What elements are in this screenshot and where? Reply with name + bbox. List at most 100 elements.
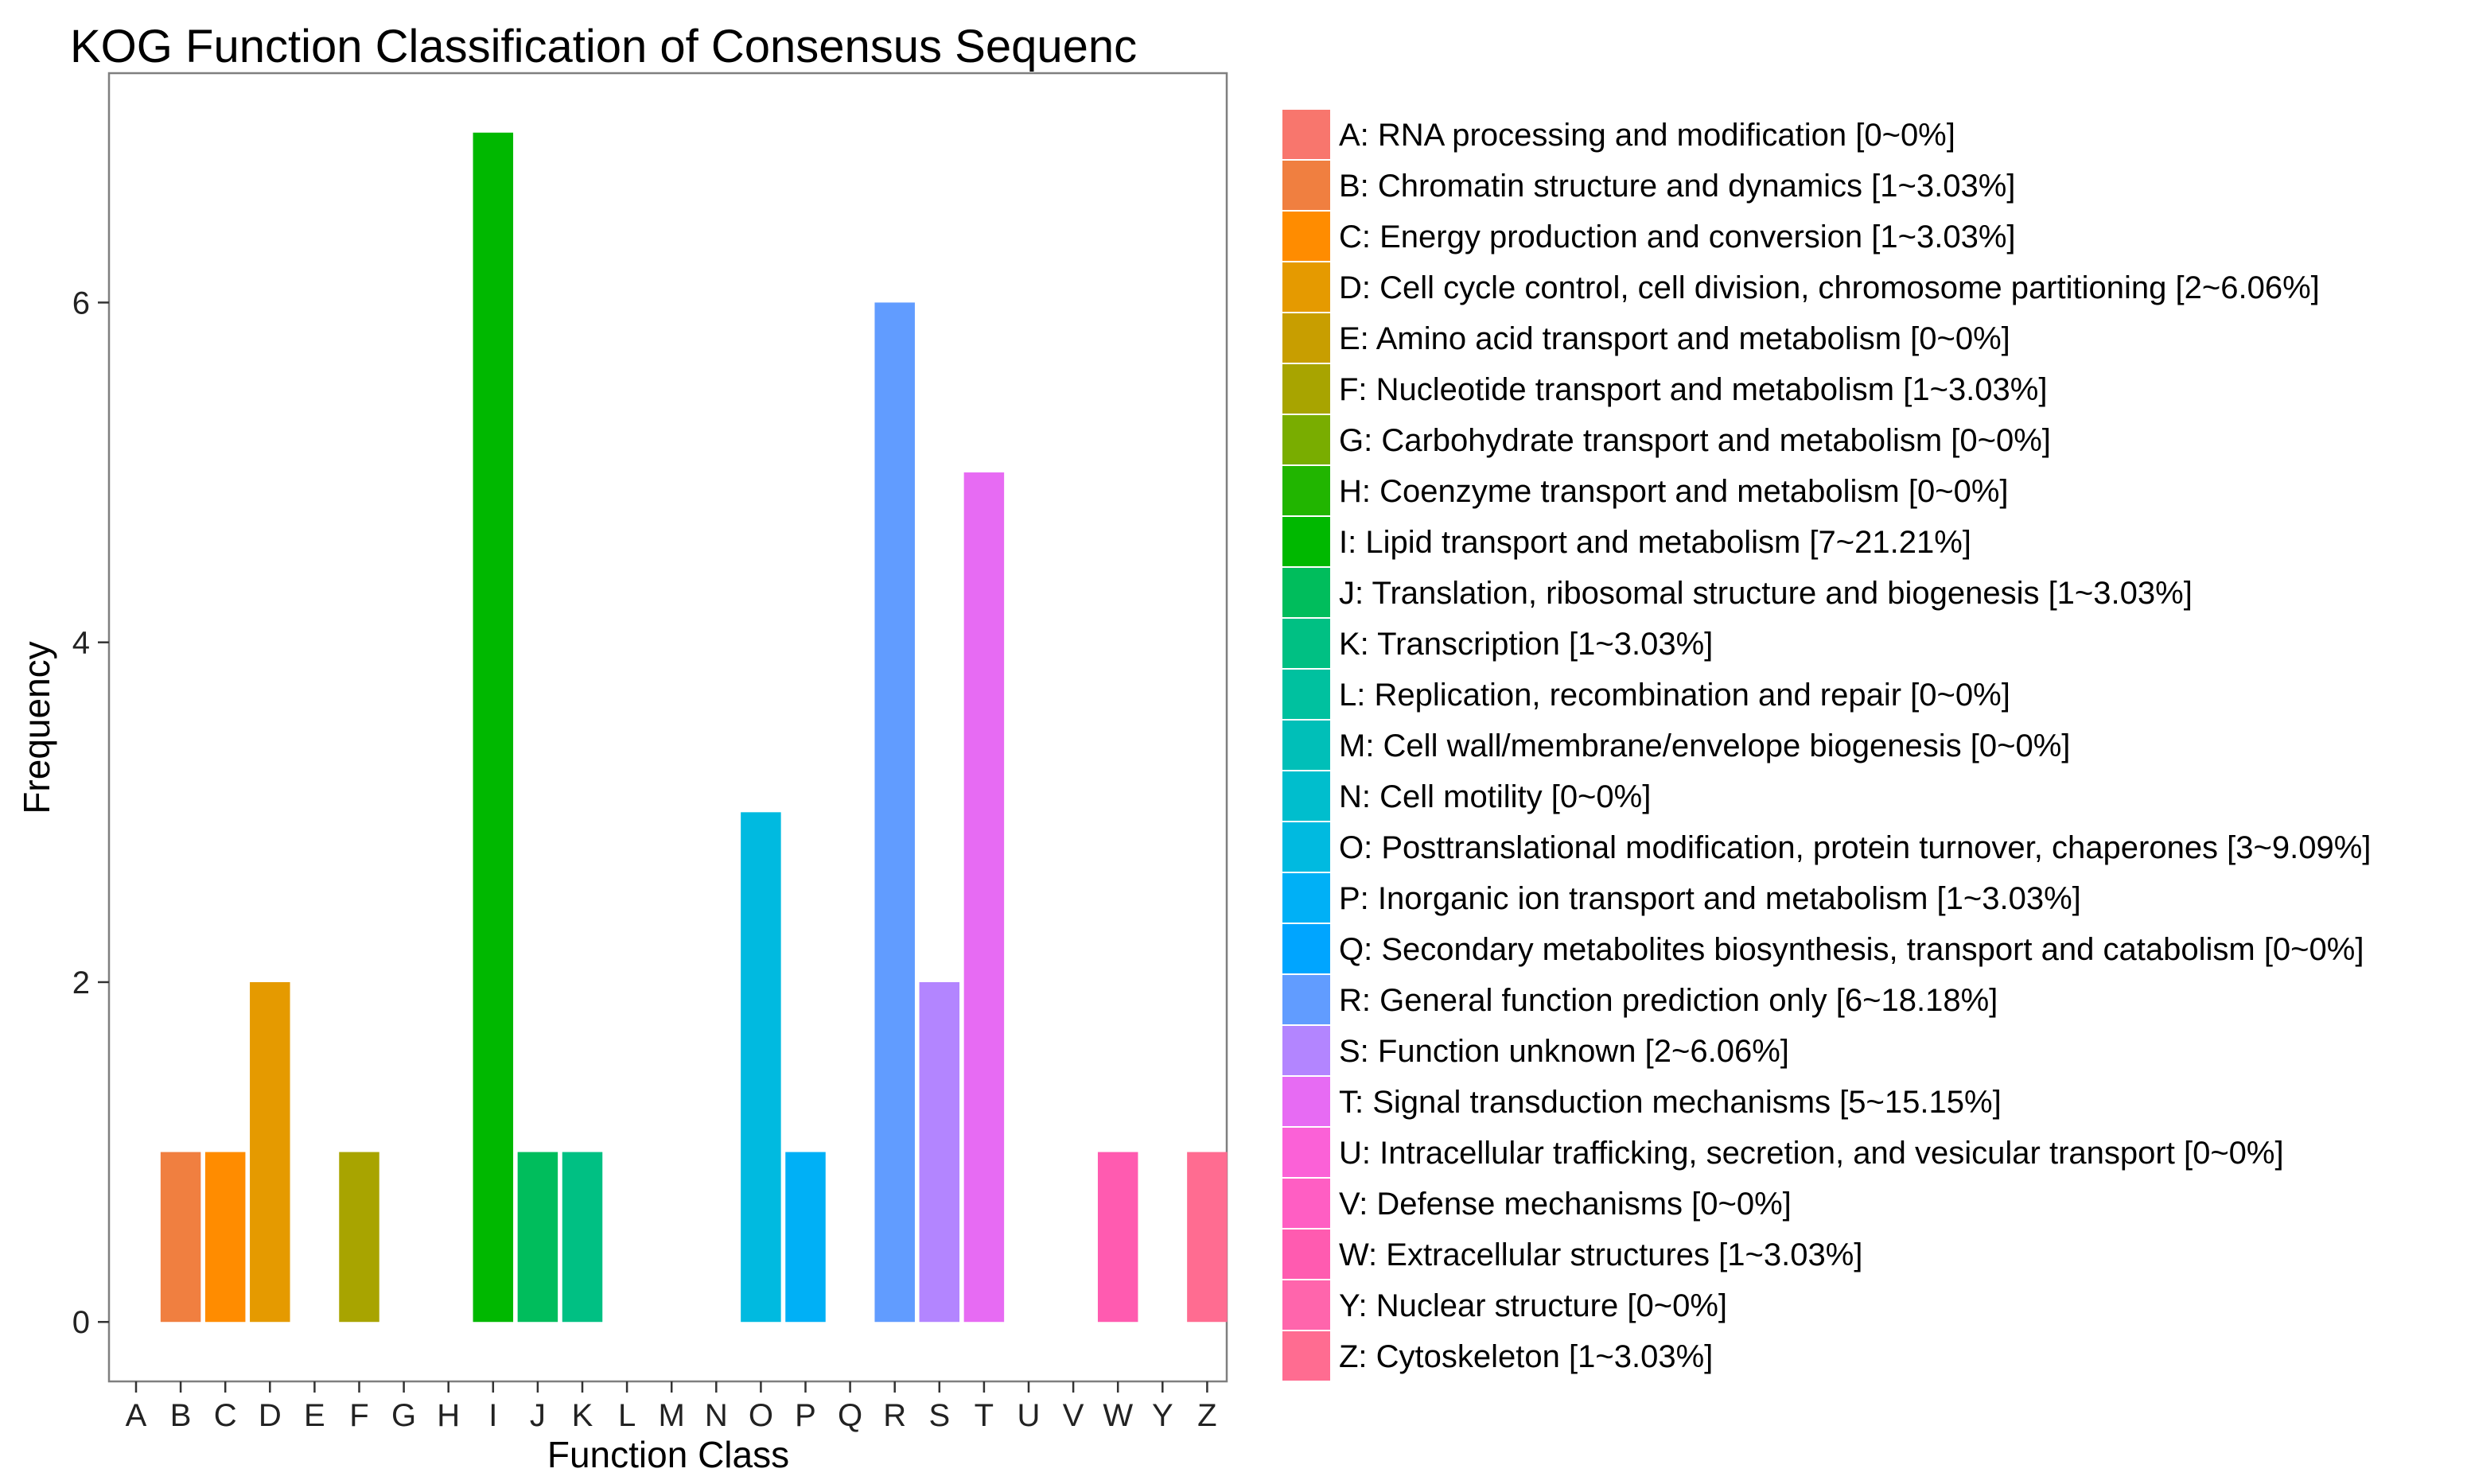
y-tick-label-4: 4 <box>72 626 90 661</box>
x-tick-label-J: J <box>530 1398 546 1433</box>
legend-label-G: G: Carbohydrate transport and metabolism… <box>1339 423 2051 458</box>
legend-label-B: B: Chromatin structure and dynamics [1~3… <box>1339 169 2015 204</box>
legend-label-V: V: Defense mechanisms [0~0%] <box>1339 1187 1792 1222</box>
legend-key-F <box>1281 363 1332 415</box>
legend-key-M <box>1281 719 1332 771</box>
y-tick-label-2: 2 <box>72 965 90 1000</box>
legend-label-Q: Q: Secondary metabolites biosynthesis, t… <box>1339 932 2364 967</box>
y-tick-label-0: 0 <box>72 1305 90 1340</box>
legend-key-C <box>1281 210 1332 262</box>
legend-label-W: W: Extracellular structures [1~3.03%] <box>1339 1237 1862 1272</box>
bar-R <box>874 302 915 1323</box>
y-tick-label-6: 6 <box>72 286 90 320</box>
x-tick-label-N: N <box>705 1398 728 1433</box>
legend: A: RNA processing and modification [0~0%… <box>1281 108 2371 1382</box>
x-tick-label-Y: Y <box>1152 1398 1173 1433</box>
legend-key-A <box>1281 108 1332 161</box>
bar-S <box>919 981 960 1323</box>
x-tick-label-P: P <box>795 1398 816 1433</box>
bar-I <box>473 132 514 1323</box>
legend-key-H <box>1281 464 1332 517</box>
bar-F <box>339 1152 379 1323</box>
x-tick-label-U: U <box>1018 1398 1041 1433</box>
x-tick-label-H: H <box>437 1398 460 1433</box>
legend-key-O <box>1281 821 1332 873</box>
bar-D <box>250 981 290 1323</box>
y-axis: 0 2 4 6 <box>72 286 109 1340</box>
legend-label-S: S: Function unknown [2~6.06%] <box>1339 1034 1789 1069</box>
bar-J <box>517 1152 558 1323</box>
plot-panel <box>107 72 1228 1383</box>
y-axis-label: Frequency <box>16 641 57 814</box>
legend-key-L <box>1281 668 1332 721</box>
legend-key-Z <box>1281 1330 1332 1382</box>
x-tick-label-L: L <box>618 1398 636 1433</box>
legend-key-I <box>1281 515 1332 568</box>
x-tick-label-I: I <box>488 1398 497 1433</box>
legend-key-E <box>1281 312 1332 364</box>
legend-key-V <box>1281 1177 1332 1230</box>
x-tick-label-C: C <box>214 1398 237 1433</box>
legend-key-K <box>1281 617 1332 670</box>
legend-label-O: O: Posttranslational modification, prote… <box>1339 830 2371 865</box>
x-tick-label-R: R <box>883 1398 906 1433</box>
bar-O <box>741 812 781 1323</box>
x-tick-label-F: F <box>349 1398 368 1433</box>
legend-label-M: M: Cell wall/membrane/envelope biogenesi… <box>1339 728 2070 763</box>
legend-label-U: U: Intracellular trafficking, secretion,… <box>1339 1136 2284 1171</box>
x-tick-label-K: K <box>572 1398 593 1433</box>
legend-label-N: N: Cell motility [0~0%] <box>1339 779 1651 814</box>
legend-label-A: A: RNA processing and modification [0~0%… <box>1339 118 1955 153</box>
x-tick-label-T: T <box>975 1398 994 1433</box>
legend-key-Q <box>1281 923 1332 975</box>
legend-label-H: H: Coenzyme transport and metabolism [0~… <box>1339 474 2009 509</box>
x-tick-label-V: V <box>1063 1398 1084 1433</box>
bar-T <box>963 472 1005 1323</box>
x-tick-label-Z: Z <box>1197 1398 1216 1433</box>
legend-label-D: D: Cell cycle control, cell division, ch… <box>1339 270 2320 305</box>
legend-label-I: I: Lipid transport and metabolism [7~21.… <box>1339 525 1971 560</box>
x-tick-label-W: W <box>1103 1398 1133 1433</box>
x-axis-label: Function Class <box>547 1434 789 1475</box>
x-tick-label-Q: Q <box>838 1398 862 1433</box>
legend-label-Y: Y: Nuclear structure [0~0%] <box>1339 1288 1727 1323</box>
bar-Z <box>1187 1152 1228 1323</box>
legend-label-C: C: Energy production and conversion [1~3… <box>1339 219 2016 254</box>
x-tick-label-M: M <box>659 1398 685 1433</box>
x-tick-label-S: S <box>928 1398 950 1433</box>
legend-key-N <box>1281 770 1332 822</box>
bar-C <box>204 1152 246 1323</box>
legend-key-P <box>1281 872 1332 924</box>
legend-key-D <box>1281 261 1332 313</box>
legend-label-K: K: Transcription [1~3.03%] <box>1339 627 1713 662</box>
x-tick-label-G: G <box>391 1398 416 1433</box>
x-tick-label-D: D <box>259 1398 282 1433</box>
legend-label-F: F: Nucleotide transport and metabolism [… <box>1339 372 2047 407</box>
bar-W <box>1097 1152 1138 1323</box>
legend-label-E: E: Amino acid transport and metabolism [… <box>1339 321 2010 356</box>
legend-key-U <box>1281 1126 1332 1179</box>
legend-label-T: T: Signal transduction mechanisms [5~15.… <box>1339 1085 2002 1120</box>
x-tick-label-A: A <box>126 1398 147 1433</box>
legend-key-G <box>1281 414 1332 466</box>
x-tick-label-B: B <box>170 1398 192 1433</box>
legend-label-Z: Z: Cytoskeleton [1~3.03%] <box>1339 1339 1713 1374</box>
x-tick-label-E: E <box>304 1398 325 1433</box>
legend-key-B <box>1281 159 1332 212</box>
bars-group <box>160 132 1228 1323</box>
legend-label-R: R: General function prediction only [6~1… <box>1339 983 1998 1018</box>
bar-K <box>562 1152 603 1323</box>
legend-label-P: P: Inorganic ion transport and metabolis… <box>1339 881 2081 916</box>
bar-P <box>785 1152 826 1323</box>
bar-B <box>160 1152 201 1323</box>
x-tick-label-O: O <box>749 1398 773 1433</box>
legend-label-J: J: Translation, ribosomal structure and … <box>1339 576 2193 611</box>
legend-key-T <box>1281 1075 1332 1128</box>
legend-key-R <box>1281 973 1332 1026</box>
legend-key-W <box>1281 1228 1332 1280</box>
legend-key-Y <box>1281 1279 1332 1331</box>
legend-key-S <box>1281 1024 1332 1077</box>
chart-title: KOG Function Classification of Consensus… <box>70 21 1137 72</box>
